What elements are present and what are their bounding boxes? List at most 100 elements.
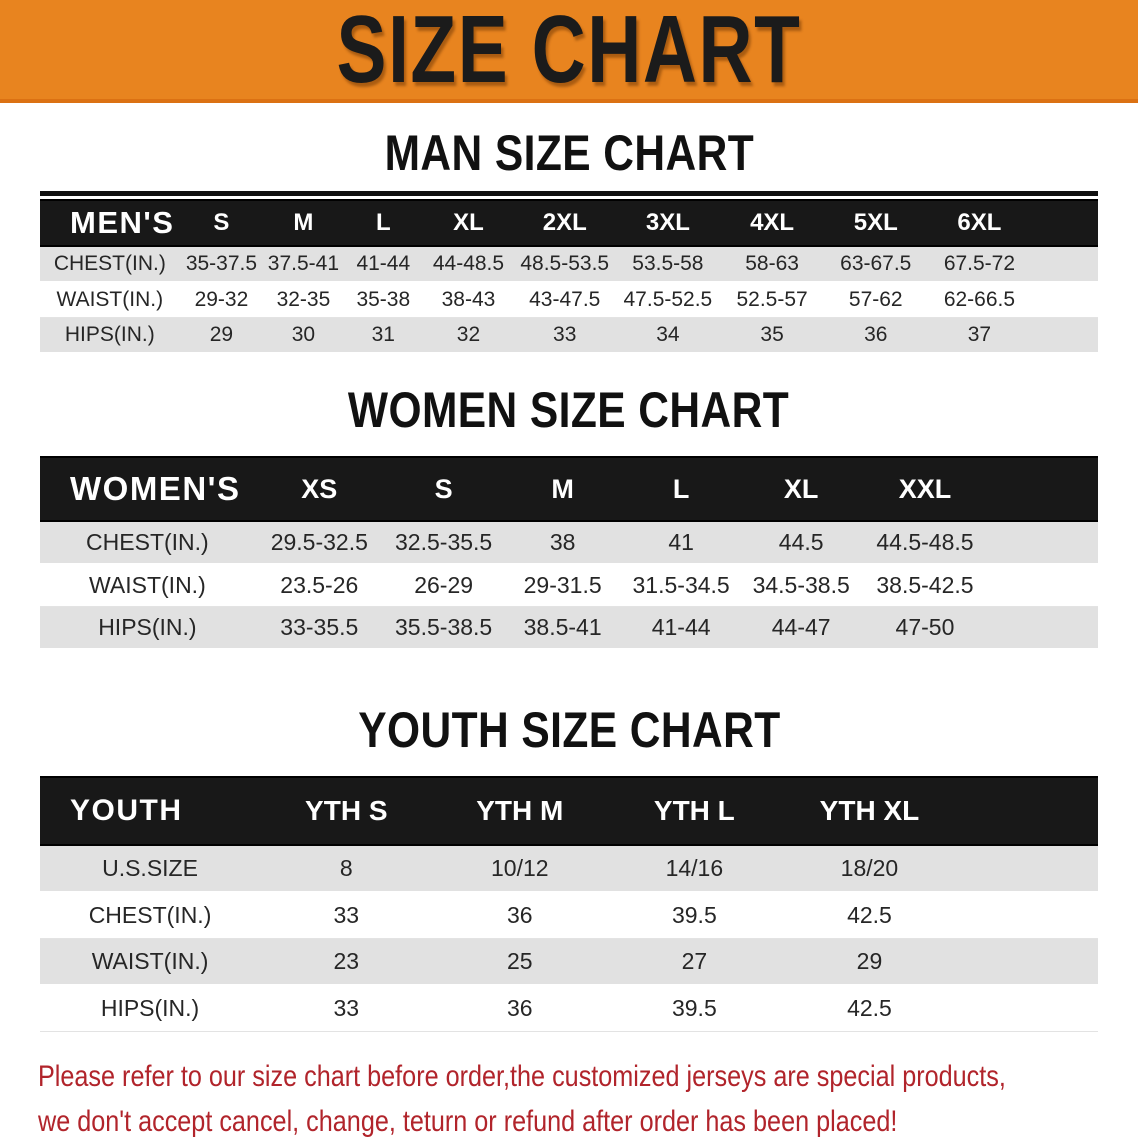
- size-column-header: 2XL: [513, 199, 616, 247]
- measurement-value: 29.5-32.5: [254, 521, 384, 565]
- measurement-row: CHEST(IN.) 33 36 39.5 42.5: [40, 891, 1098, 939]
- size-header-row: MEN'S S M L XL 2XL 3XL 4XL 5XL 6XL: [40, 199, 1098, 247]
- row-label: CHEST(IN.): [40, 891, 261, 939]
- row-filler-cell: [1031, 281, 1098, 318]
- size-column-header: YTH XL: [781, 776, 958, 846]
- measurement-value: 38.5-42.5: [862, 563, 988, 607]
- row-filler-cell: [987, 606, 1098, 650]
- size-column-header: YTH M: [432, 776, 608, 846]
- measurement-value: 32.5-35.5: [383, 521, 504, 565]
- row-filler-cell: [957, 891, 1098, 939]
- measurement-value: 41-44: [621, 606, 741, 650]
- size-column-header: M: [263, 199, 344, 247]
- banner-title: SIZE CHART: [336, 0, 802, 103]
- measurement-value: 43-47.5: [513, 281, 616, 318]
- measurement-value: 33: [260, 891, 433, 939]
- row-filler-cell: [987, 563, 1098, 607]
- measurement-value: 38-43: [422, 281, 514, 318]
- size-column-header: S: [383, 456, 504, 522]
- row-filler-cell: [957, 845, 1098, 893]
- row-label: U.S.SIZE: [40, 845, 261, 893]
- measurement-value: 31.5-34.5: [621, 563, 741, 607]
- size-column-header: L: [621, 456, 741, 522]
- measurement-value: 29: [781, 938, 958, 986]
- men-table-wrap: MEN'S S M L XL 2XL 3XL 4XL 5XL 6XL CHEST(IN.) 35-37…: [40, 191, 1098, 354]
- header-filler-cell: [987, 456, 1098, 522]
- measurement-value: 29: [179, 317, 264, 354]
- measurement-value: 47.5-52.5: [615, 281, 721, 318]
- measurement-row: CHEST(IN.) 35-37.5 37.5-41 41-44 44-48.5 48.5…: [40, 246, 1098, 283]
- row-filler-cell: [957, 938, 1098, 986]
- row-label: CHEST(IN.): [40, 521, 255, 565]
- size-column-header: 3XL: [615, 199, 721, 247]
- measurement-value: 23: [260, 938, 433, 986]
- measurement-row: U.S.SIZE 8 10/12 14/16 18/20: [40, 845, 1098, 893]
- measurement-value: 33: [260, 984, 433, 1032]
- measurement-row: CHEST(IN.) 29.5-32.5 32.5-35.5 38 41 44.5 44.5…: [40, 521, 1098, 565]
- measurement-value: 63-67.5: [823, 246, 928, 283]
- measurement-value: 62-66.5: [927, 281, 1032, 318]
- measurement-value: 44.5-48.5: [862, 521, 988, 565]
- measurement-value: 34.5-38.5: [740, 563, 863, 607]
- youth-section-heading-text: YOUTH SIZE CHART: [357, 702, 781, 758]
- measurement-value: 48.5-53.5: [513, 246, 616, 283]
- table-corner-label: WOMEN'S: [40, 456, 255, 522]
- measurement-value: 18/20: [781, 845, 958, 893]
- measurement-value: 35-38: [343, 281, 423, 318]
- women-size-table: WOMEN'S XS S M L XL XXL CHEST(IN.) 29.5-32.5 32.5…: [40, 456, 1098, 650]
- measurement-value: 42.5: [781, 984, 958, 1032]
- row-label: WAIST(IN.): [40, 563, 255, 607]
- row-filler-cell: [1031, 246, 1098, 283]
- size-chart-banner: SIZE CHART: [0, 0, 1138, 103]
- row-filler-cell: [957, 984, 1098, 1032]
- measurement-value: 38: [503, 521, 622, 565]
- measurement-value: 25: [432, 938, 608, 986]
- measurement-row: WAIST(IN.) 29-32 32-35 35-38 38-43 43-47.5 47.…: [40, 281, 1098, 318]
- man-section-heading-text: MAN SIZE CHART: [384, 125, 754, 181]
- measurement-value: 37: [927, 317, 1032, 354]
- row-label: WAIST(IN.): [40, 281, 180, 318]
- row-label: HIPS(IN.): [40, 317, 180, 354]
- table-corner-label: YOUTH: [40, 776, 261, 846]
- youth-section-heading: YOUTH SIZE CHART: [0, 704, 1138, 756]
- measurement-value: 33-35.5: [254, 606, 384, 650]
- size-column-header: S: [179, 199, 264, 247]
- youth-size-table: YOUTH YTH S YTH M YTH L YTH XL U.S.SIZE 8 10/12…: [40, 776, 1098, 1032]
- size-column-header: XXL: [862, 456, 988, 522]
- measurement-value: 14/16: [607, 845, 782, 893]
- man-section-heading: MAN SIZE CHART: [0, 127, 1138, 179]
- measurement-value: 35.5-38.5: [383, 606, 504, 650]
- header-filler-cell: [1031, 199, 1098, 247]
- measurement-value: 53.5-58: [615, 246, 721, 283]
- measurement-value: 67.5-72: [927, 246, 1032, 283]
- measurement-value: 29-31.5: [503, 563, 622, 607]
- measurement-value: 44.5: [740, 521, 863, 565]
- row-label: WAIST(IN.): [40, 938, 261, 986]
- measurement-value: 47-50: [862, 606, 988, 650]
- measurement-value: 29-32: [179, 281, 264, 318]
- row-label: HIPS(IN.): [40, 984, 261, 1032]
- measurement-value: 58-63: [720, 246, 824, 283]
- size-header-row: YOUTH YTH S YTH M YTH L YTH XL: [40, 776, 1098, 846]
- measurement-row: HIPS(IN.) 33-35.5 35.5-38.5 38.5-41 41-44 44-…: [40, 606, 1098, 650]
- women-section-heading-text: WOMEN SIZE CHART: [348, 382, 790, 438]
- table-corner-label: MEN'S: [40, 199, 180, 247]
- measurement-row: WAIST(IN.) 23 25 27 29: [40, 938, 1098, 986]
- measurement-row: WAIST(IN.) 23.5-26 26-29 29-31.5 31.5-34.5 34…: [40, 563, 1098, 607]
- measurement-value: 32: [422, 317, 514, 354]
- measurement-row: HIPS(IN.) 33 36 39.5 42.5: [40, 984, 1098, 1032]
- row-filler-cell: [1031, 317, 1098, 354]
- measurement-value: 39.5: [607, 891, 782, 939]
- measurement-value: 35-37.5: [179, 246, 264, 283]
- size-column-header: 5XL: [823, 199, 928, 247]
- measurement-value: 30: [263, 317, 344, 354]
- header-filler-cell: [957, 776, 1098, 846]
- measurement-value: 44-47: [740, 606, 863, 650]
- measurement-value: 23.5-26: [254, 563, 384, 607]
- measurement-value: 8: [260, 845, 433, 893]
- size-header-row: WOMEN'S XS S M L XL XXL: [40, 456, 1098, 522]
- measurement-value: 31: [343, 317, 423, 354]
- size-column-header: XL: [422, 199, 514, 247]
- measurement-value: 26-29: [383, 563, 504, 607]
- measurement-value: 32-35: [263, 281, 344, 318]
